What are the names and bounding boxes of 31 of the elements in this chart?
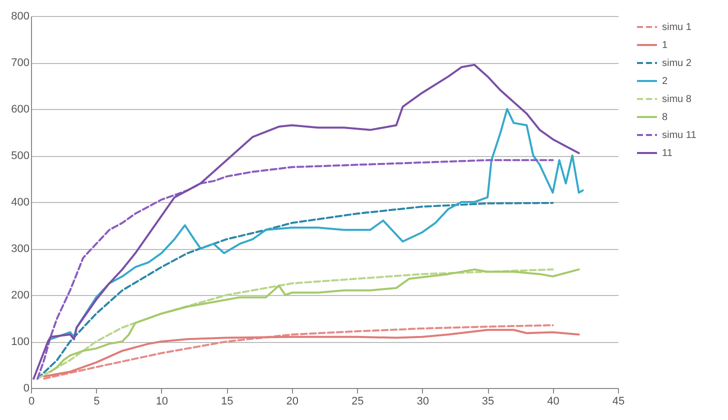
legend-label: 11 [662,148,673,159]
y-tick-label: 700 [11,57,30,69]
legend-label: 2 [662,76,668,87]
line-series [32,64,580,380]
y-tick-label: 300 [11,243,30,255]
y-tick-label: 400 [11,196,30,208]
x-tick-label: 20 [286,396,299,408]
y-tick-label: 500 [11,150,30,162]
y-tick-label: 0 [23,382,30,394]
line-series [36,159,554,380]
line-series [43,328,580,378]
x-tick-label: 30 [416,396,429,408]
x-tick-label: 5 [94,396,100,408]
y-tick-label: 800 [11,10,30,22]
x-tick-label: 15 [221,396,234,408]
legend-label: simu 2 [662,58,692,69]
y-tick-label: 600 [11,104,30,116]
line-series [43,324,554,380]
legend-label: simu 11 [662,130,697,141]
line-series [50,108,584,340]
x-tick-label: 25 [351,396,364,408]
x-tick-label: 40 [547,396,560,408]
legend-label: 8 [662,112,668,123]
x-tick-label: 45 [612,396,625,408]
y-tick-label: 100 [11,336,30,348]
legend-label: 1 [662,40,668,51]
legend-label: simu 1 [662,22,692,33]
legend-label: simu 8 [662,94,692,105]
x-tick-label: 10 [156,396,168,408]
y-tick-label: 200 [11,290,30,302]
x-tick-label: 35 [482,396,494,408]
